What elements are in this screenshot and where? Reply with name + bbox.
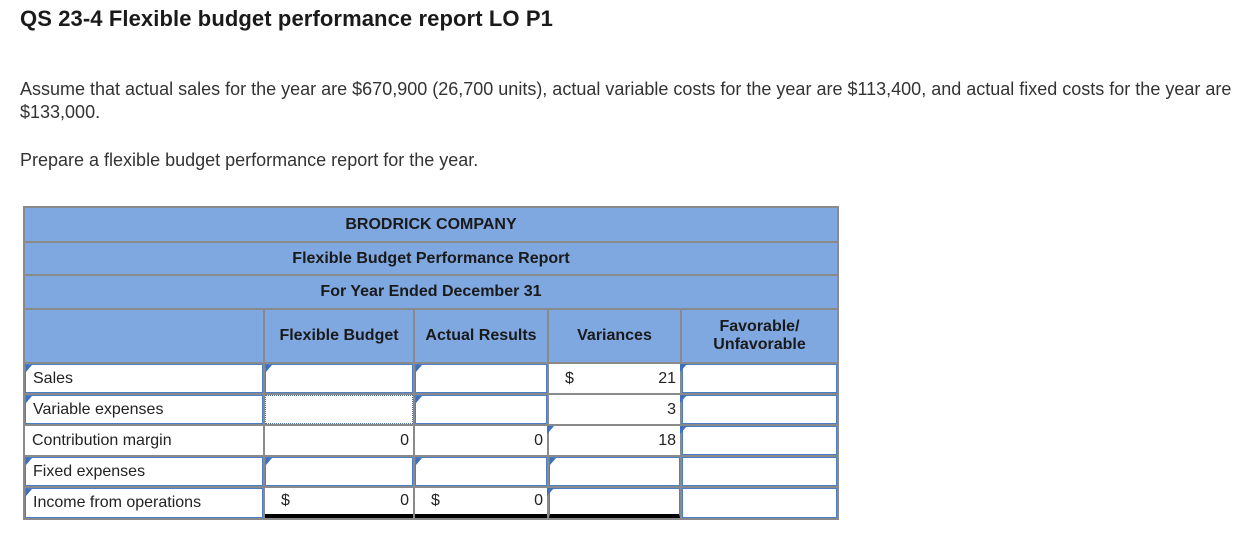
fixed-expenses-actual-input[interactable] bbox=[415, 457, 547, 486]
input-flag-icon bbox=[26, 489, 32, 496]
input-flag-icon bbox=[26, 396, 32, 403]
fixed-expenses-variance-input[interactable] bbox=[549, 457, 680, 486]
sales-actual-input[interactable] bbox=[415, 364, 547, 393]
row-label-variable-expenses[interactable]: Variable expenses bbox=[25, 395, 263, 424]
income-favorable-select[interactable] bbox=[682, 488, 837, 518]
input-flag-icon bbox=[416, 396, 422, 403]
favorable-unfavorable-header: Favorable/ Unfavorable bbox=[682, 310, 837, 362]
variable-expenses-flexible-input[interactable] bbox=[265, 395, 413, 424]
row-label-contribution-margin: Contribution margin bbox=[25, 426, 263, 455]
input-flag-icon bbox=[680, 395, 687, 403]
contribution-margin-variance-value: 18 bbox=[549, 426, 687, 455]
flexible-budget-header: Flexible Budget bbox=[265, 310, 413, 362]
page-title: QS 23-4 Flexible budget performance repo… bbox=[20, 6, 553, 31]
row-label-income-from-operations[interactable]: Income from operations bbox=[25, 488, 263, 518]
sales-favorable-select[interactable] bbox=[682, 364, 837, 393]
dollar-sign: $ bbox=[281, 492, 290, 509]
variable-expenses-actual-input[interactable] bbox=[415, 395, 547, 424]
report-period: For Year Ended December 31 bbox=[25, 276, 837, 308]
input-flag-icon bbox=[416, 365, 422, 372]
input-flag-icon bbox=[26, 365, 32, 372]
input-flag-icon bbox=[266, 458, 272, 465]
dollar-sign: $ bbox=[565, 369, 574, 387]
input-flag-icon bbox=[550, 458, 556, 465]
input-flag-icon bbox=[680, 364, 687, 372]
fixed-expenses-favorable-select[interactable] bbox=[682, 457, 837, 486]
instructions-prompt: Prepare a flexible budget performance re… bbox=[20, 150, 479, 170]
contribution-margin-favorable-select[interactable] bbox=[682, 426, 837, 455]
performance-report-table: BRODRICK COMPANY Flexible Budget Perform… bbox=[23, 206, 839, 520]
income-variance-input[interactable] bbox=[549, 488, 680, 518]
variable-expenses-variance-value: 3 bbox=[549, 395, 687, 424]
actual-results-header: Actual Results bbox=[415, 310, 547, 362]
fixed-expenses-flexible-input[interactable] bbox=[265, 457, 413, 486]
company-name: BRODRICK COMPANY bbox=[25, 208, 837, 241]
income-flexible-value: $ 0 bbox=[265, 488, 413, 518]
input-flag-icon bbox=[416, 458, 422, 465]
input-flag-icon bbox=[266, 365, 272, 372]
row-label-sales[interactable]: Sales bbox=[25, 364, 263, 393]
row-label-fixed-expenses[interactable]: Fixed expenses bbox=[25, 457, 263, 486]
contribution-margin-actual-value: 0 bbox=[415, 426, 554, 455]
variances-header: Variances bbox=[549, 310, 680, 362]
sales-flexible-input[interactable] bbox=[265, 364, 413, 393]
contribution-margin-flexible-value: 0 bbox=[265, 426, 413, 455]
input-flag-icon bbox=[26, 458, 32, 465]
variable-expenses-favorable-select[interactable] bbox=[682, 395, 837, 424]
sales-variance-value: $ 21 bbox=[549, 364, 687, 393]
input-flag-icon bbox=[547, 488, 554, 496]
input-flag-icon bbox=[547, 426, 554, 434]
input-flag-icon bbox=[680, 426, 687, 434]
report-title: Flexible Budget Performance Report bbox=[25, 243, 837, 274]
dollar-sign: $ bbox=[431, 492, 440, 509]
row-label-header bbox=[25, 310, 263, 362]
income-actual-value: $ 0 bbox=[415, 488, 554, 518]
instructions-text: Assume that actual sales for the year ar… bbox=[20, 79, 1232, 122]
